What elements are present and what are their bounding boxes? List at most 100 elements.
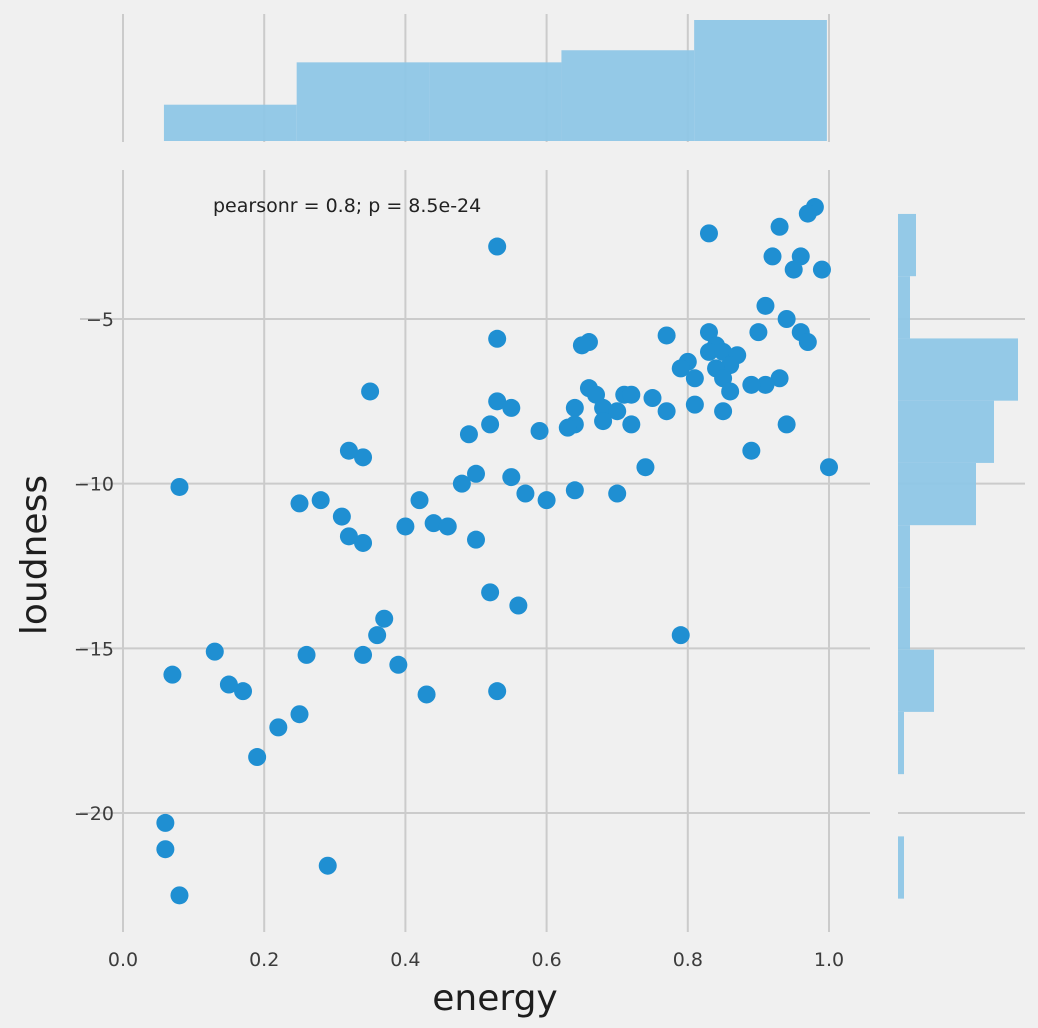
scatter-point [481, 415, 500, 434]
scatter-point [699, 342, 718, 361]
y-hist-bar [898, 587, 910, 650]
y-tick-label: −15 [74, 638, 114, 660]
y-hist-bar [898, 400, 994, 463]
scatter-point [297, 645, 316, 664]
x-hist-bar [429, 62, 562, 141]
scatter-points [156, 198, 838, 905]
y-hist-bar [898, 276, 910, 339]
scatter-point [488, 682, 507, 701]
scatter-point [594, 412, 613, 431]
top-marginal-histogram [163, 20, 827, 141]
scatter-point [777, 310, 796, 328]
scatter-point [714, 342, 733, 361]
y-axis-label: loudness [14, 475, 55, 635]
scatter-point [594, 398, 613, 417]
scatter-point [467, 464, 485, 483]
scatter-point [488, 237, 507, 256]
scatter-point [770, 369, 789, 388]
y-tick-label: −10 [74, 474, 114, 496]
scatter-point [361, 382, 380, 401]
scatter-point [657, 402, 676, 421]
scatter-point [502, 398, 521, 417]
scatter-point [339, 441, 358, 460]
grid-layer [80, 14, 1025, 932]
scatter-point [502, 468, 521, 487]
scatter-point [311, 491, 330, 510]
scatter-point [565, 481, 584, 500]
y-hist-bar [898, 338, 1018, 401]
scatter-point [770, 217, 789, 236]
scatter-point [396, 517, 415, 536]
y-hist-bar [898, 711, 904, 775]
x-tick-label: 0.2 [249, 949, 279, 971]
scatter-point [219, 675, 238, 694]
x-tick-label: 1.0 [814, 949, 844, 971]
scatter-point [572, 336, 591, 355]
scatter-point [156, 840, 175, 859]
scatter-point [608, 402, 627, 421]
scatter-point [791, 247, 810, 266]
scatter-point [587, 385, 606, 404]
scatter-point [756, 375, 775, 394]
scatter-point [820, 458, 838, 477]
scatter-point [459, 425, 478, 444]
y-hist-bar [898, 649, 934, 712]
scatter-point [622, 415, 641, 434]
scatter-point [516, 484, 535, 503]
x-tick-label: 0.8 [673, 949, 703, 971]
scatter-point [565, 398, 584, 417]
scatter-point [332, 507, 351, 526]
scatter-point [354, 533, 373, 552]
scatter-point [481, 583, 500, 602]
scatter-point [530, 421, 549, 440]
scatter-point [318, 856, 337, 875]
y-hist-bar [898, 525, 910, 588]
scatter-point [756, 296, 775, 315]
scatter-point [248, 748, 267, 767]
x-tick-label: 0.6 [531, 949, 561, 971]
x-tick-label: 0.4 [390, 949, 420, 971]
scatter-point [354, 448, 373, 467]
scatter-point [742, 375, 761, 394]
y-tick-label: −5 [86, 309, 114, 331]
x-hist-bar [296, 62, 430, 141]
scatter-point [156, 813, 175, 832]
scatter-point [558, 418, 577, 437]
scatter-point [537, 491, 556, 510]
scatter-point [488, 392, 507, 411]
scatter-point [636, 458, 655, 477]
scatter-point [714, 402, 733, 421]
scatter-point [685, 395, 704, 414]
scatter-point [163, 665, 182, 684]
scatter-point [643, 389, 662, 408]
scatter-point [798, 333, 817, 352]
scatter-point [389, 655, 408, 674]
x-tick-label: 0.0 [108, 949, 138, 971]
scatter-point [290, 494, 309, 513]
scatter-point [784, 260, 803, 279]
scatter-point [417, 685, 436, 704]
scatter-point [368, 626, 387, 645]
scatter-point [721, 382, 740, 401]
scatter-point [699, 224, 718, 243]
scatter-point [699, 323, 718, 342]
scatter-point [685, 369, 704, 388]
scatter-point [509, 596, 528, 615]
scatter-point [424, 514, 443, 533]
scatter-point [812, 260, 831, 279]
y-hist-bar [898, 836, 904, 899]
y-hist-bar [898, 462, 976, 526]
scatter-point [290, 705, 309, 724]
scatter-point [452, 474, 471, 493]
pearson-annotation: pearsonr = 0.8; p = 8.5e-24 [213, 195, 481, 217]
scatter-point [438, 517, 457, 536]
scatter-point [777, 415, 796, 434]
scatter-point [798, 204, 817, 223]
scatter-point [170, 886, 189, 905]
x-hist-bar [694, 20, 827, 141]
scatter-point [763, 247, 782, 266]
scatter-point [205, 642, 224, 661]
scatter-point [488, 329, 507, 348]
